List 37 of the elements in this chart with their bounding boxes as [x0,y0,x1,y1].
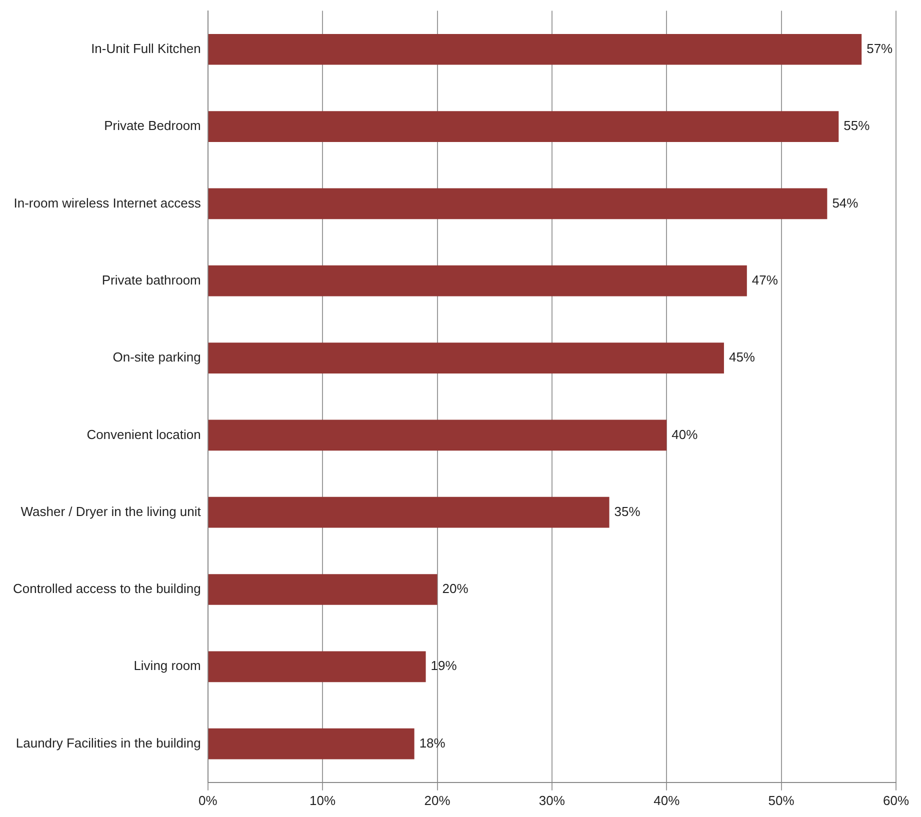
y-tick-label: Private bathroom [102,272,201,288]
data-label: 19% [430,658,458,674]
bar [208,265,747,296]
y-tick-label: Living room [134,658,201,674]
x-tick-label: 50% [768,792,795,808]
bar [208,574,438,605]
bar [208,728,414,760]
bar [208,651,426,682]
bar [208,111,839,142]
data-label: 18% [419,735,446,750]
bar [208,496,610,528]
x-tick-label: 40% [654,792,680,808]
data-label: 20% [442,581,469,596]
x-tick-label: 10% [310,792,336,808]
bar [208,188,828,220]
y-tick-label: On-site parking [112,350,201,365]
data-label: 57% [866,40,894,56]
data-label: 35% [614,504,641,519]
y-tick-label: Private Bedroom [104,118,201,134]
bar [208,342,724,374]
data-label: 47% [752,272,778,288]
x-tick-label: 60% [882,792,910,808]
y-tick-label: In-room wireless Internet access [14,195,202,210]
y-tick-label: In-Unit Full Kitchen [91,40,201,56]
y-tick-label: Laundry Facilities in the building [16,735,201,750]
data-label: 45% [728,350,756,365]
bar [208,420,667,451]
x-tick-label: 30% [538,792,566,808]
y-tick-label: Controlled access to the building [13,581,201,596]
x-tick-label: 20% [424,792,451,808]
data-label: 55% [844,118,870,134]
data-label: 40% [672,426,698,442]
x-tick-label: 0% [198,792,218,808]
data-label: 54% [832,195,859,210]
y-tick-label: Washer / Dryer in the living unit [20,504,202,519]
bar [208,34,862,65]
y-tick-label: Convenient location [86,426,201,442]
